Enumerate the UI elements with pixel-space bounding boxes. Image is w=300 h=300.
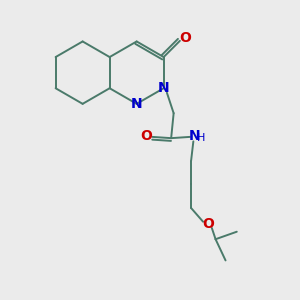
Text: N: N	[131, 97, 142, 111]
Text: O: O	[202, 217, 214, 231]
Text: N: N	[158, 81, 170, 95]
Text: N: N	[188, 129, 200, 143]
Text: H: H	[197, 133, 205, 143]
Text: O: O	[140, 129, 152, 143]
Text: O: O	[179, 31, 191, 45]
